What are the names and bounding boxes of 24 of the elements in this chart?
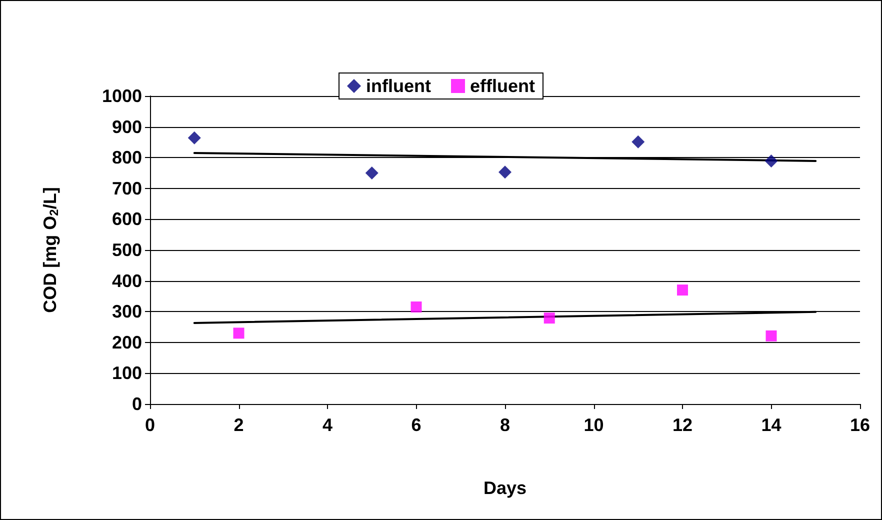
x-tick-label: 10 xyxy=(584,415,604,435)
x-tick-label: 4 xyxy=(322,415,333,435)
x-axis-title: Days xyxy=(483,478,527,498)
x-tick-label: 8 xyxy=(500,415,510,435)
y-tick-label: 900 xyxy=(112,116,142,137)
y-tick-label: 500 xyxy=(112,240,142,260)
y-tick-label: 100 xyxy=(112,363,142,384)
legend-label: effluent xyxy=(470,76,535,96)
y-tick-label: 200 xyxy=(112,332,142,352)
x-tick-label: 2 xyxy=(234,415,244,435)
x-tick-label: 12 xyxy=(672,415,693,435)
x-tick-label: 14 xyxy=(761,415,782,435)
x-tick-label: 16 xyxy=(850,415,870,435)
y-tick-label: 700 xyxy=(112,178,142,198)
x-tick-label: 0 xyxy=(144,415,156,435)
y-tick-label: 300 xyxy=(112,302,142,322)
y-tick-label: 400 xyxy=(112,270,142,291)
y-tick-label: 0 xyxy=(132,394,142,414)
legend-label: influent xyxy=(366,76,432,96)
y-tick-label: 600 xyxy=(112,209,142,230)
x-tick-label: 6 xyxy=(411,415,422,435)
y-tick-label: 800 xyxy=(112,148,142,168)
y-tick-label: 1000 xyxy=(102,86,142,106)
y-axis-title: COD [mg O2/L] xyxy=(40,187,61,313)
